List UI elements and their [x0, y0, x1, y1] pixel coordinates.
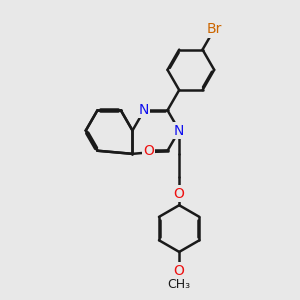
Text: O: O — [143, 144, 154, 158]
Text: O: O — [174, 264, 184, 278]
Text: N: N — [174, 124, 184, 137]
Text: O: O — [174, 187, 184, 200]
Text: Br: Br — [206, 22, 222, 36]
Text: CH₃: CH₃ — [168, 278, 191, 291]
Text: N: N — [139, 103, 149, 117]
